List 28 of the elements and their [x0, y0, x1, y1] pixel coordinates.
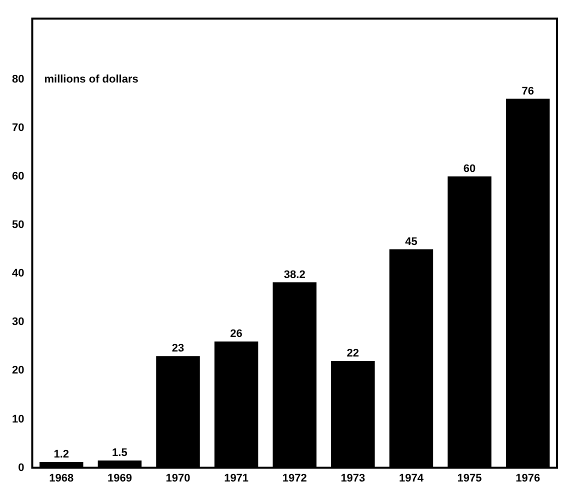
y-tick-label: 40	[12, 268, 24, 280]
x-tick-label: 1973	[340, 472, 366, 484]
data-label: 45	[405, 236, 418, 248]
y-tick-label: 50	[12, 219, 24, 232]
y-tick-label: 30	[12, 316, 24, 328]
data-label: 76	[522, 85, 534, 98]
y-tick-label: 10	[12, 413, 24, 426]
y-tick-label: 70	[12, 122, 24, 134]
data-label: 22	[346, 347, 360, 360]
x-tick-label: 1975	[457, 472, 482, 484]
data-label: 26	[230, 328, 242, 340]
y-tick-label: 60	[12, 170, 24, 182]
data-label: 1.2	[54, 448, 70, 461]
x-tick-label: 1970	[166, 472, 190, 484]
data-label: 23	[172, 342, 184, 355]
y-tick-label: 80	[12, 73, 24, 86]
y-tick-label: 20	[12, 364, 24, 377]
x-tick-label: 1968	[49, 472, 74, 484]
data-label: 38.2	[284, 268, 306, 281]
x-tick-label: 1969	[107, 472, 132, 484]
x-tick-label: 1974	[398, 472, 424, 484]
x-tick-label: 1971	[224, 472, 249, 484]
y-tick-label: 0	[18, 462, 24, 474]
x-tick-label: 1976	[516, 472, 540, 484]
data-label: 60	[463, 162, 476, 175]
annotation: millions of dollars	[44, 73, 138, 86]
data-label: 1.5	[112, 447, 128, 460]
x-tick-label: 1972	[282, 472, 307, 484]
